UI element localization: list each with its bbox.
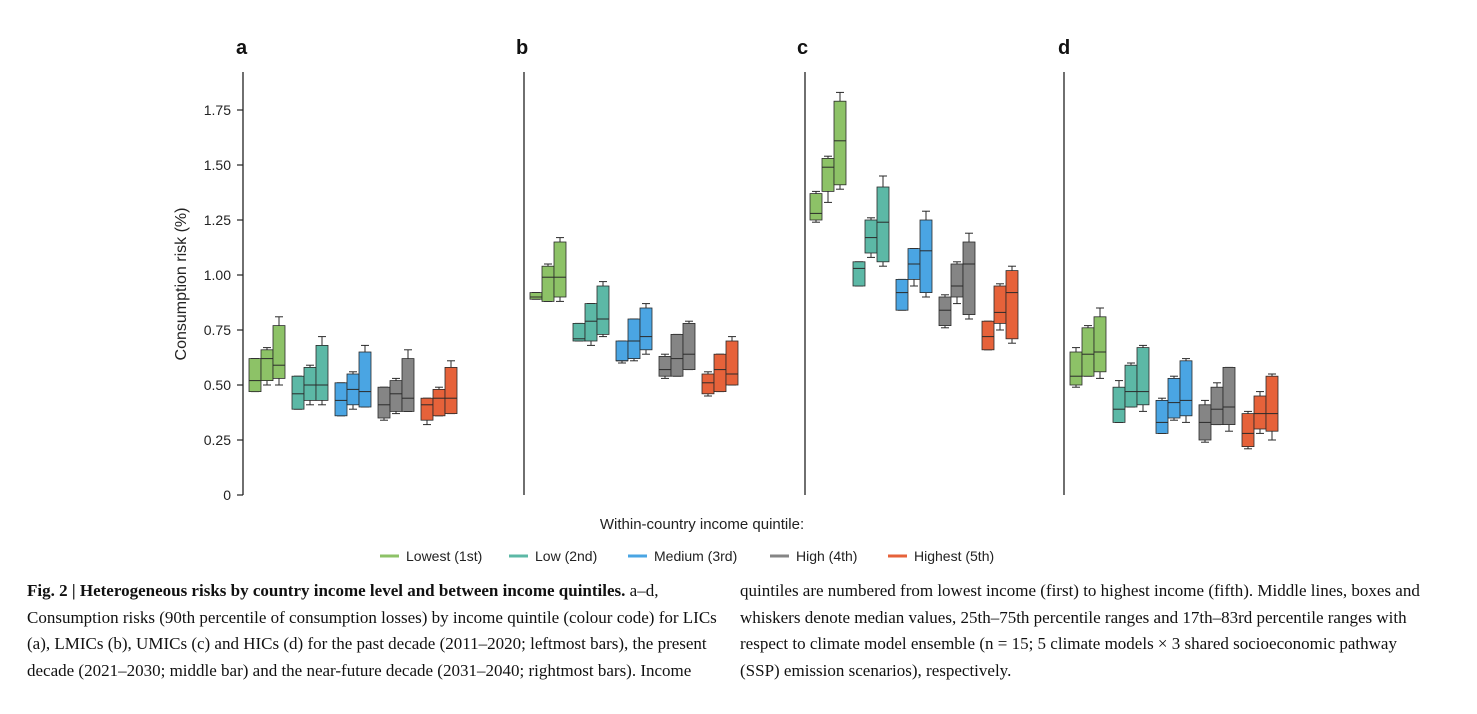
box bbox=[1005, 270, 1019, 340]
y-tick-label: 0 bbox=[223, 487, 231, 503]
box bbox=[444, 366, 458, 414]
box bbox=[377, 386, 391, 419]
box bbox=[1253, 395, 1267, 430]
box bbox=[1093, 316, 1107, 373]
box bbox=[993, 285, 1007, 324]
box bbox=[1210, 386, 1224, 426]
y-tick-label: 1.75 bbox=[204, 102, 231, 118]
box bbox=[420, 397, 434, 421]
box bbox=[358, 351, 372, 408]
box bbox=[1069, 351, 1083, 386]
box bbox=[809, 193, 823, 221]
box bbox=[1124, 364, 1138, 408]
box-plot-figure: 0 0.25 0.50 0.75 1.00 1.25 1.50 1.75 Consumption… bbox=[173, 37, 1279, 564]
box bbox=[596, 285, 610, 335]
box bbox=[1167, 377, 1181, 419]
box bbox=[389, 380, 403, 412]
figure-caption-body: a–d, Consumption risks (90th percentile … bbox=[27, 581, 717, 680]
box bbox=[864, 219, 878, 254]
box bbox=[315, 344, 329, 401]
box bbox=[981, 320, 995, 351]
legend-label: Lowest (1st) bbox=[406, 548, 482, 564]
figure-caption-right: quintiles are numbered from lowest incom… bbox=[740, 581, 1420, 680]
box bbox=[1222, 366, 1236, 425]
y-tick-label: 0.75 bbox=[204, 322, 231, 338]
box bbox=[919, 219, 933, 293]
box bbox=[615, 340, 629, 362]
box bbox=[701, 373, 715, 395]
panel-label-c: c bbox=[797, 37, 808, 59]
box bbox=[1179, 360, 1193, 417]
box bbox=[962, 241, 976, 315]
box bbox=[658, 355, 672, 377]
box bbox=[553, 241, 567, 298]
y-axis-label: Consumption risk (%) bbox=[173, 208, 190, 361]
box bbox=[291, 375, 305, 410]
box bbox=[1265, 375, 1279, 432]
box bbox=[895, 278, 909, 311]
box bbox=[852, 261, 866, 287]
box bbox=[272, 325, 286, 379]
x-axis-title: Within-country income quintile: bbox=[600, 516, 804, 533]
box bbox=[725, 340, 739, 386]
legend-label: High (4th) bbox=[796, 548, 857, 564]
box bbox=[950, 263, 964, 298]
box bbox=[260, 349, 274, 381]
box bbox=[639, 307, 653, 351]
box bbox=[303, 366, 317, 401]
legend-label: Medium (3rd) bbox=[654, 548, 737, 564]
box bbox=[821, 157, 835, 192]
panel-label-d: d bbox=[1058, 37, 1070, 59]
box bbox=[1136, 347, 1150, 406]
box bbox=[1112, 386, 1126, 423]
box bbox=[1241, 413, 1255, 448]
panel-label-b: b bbox=[516, 37, 528, 59]
box bbox=[334, 382, 348, 417]
legend-label: Low (2nd) bbox=[535, 548, 597, 564]
y-tick-label: 0.25 bbox=[204, 432, 231, 448]
box bbox=[1081, 327, 1095, 377]
box bbox=[401, 358, 415, 412]
y-tick-label: 1.00 bbox=[204, 267, 231, 283]
box bbox=[432, 388, 446, 417]
y-tick-label: 1.25 bbox=[204, 212, 231, 228]
figure-caption-left: Fig. 2 | Heterogeneous risks by country … bbox=[27, 578, 717, 684]
box bbox=[682, 322, 696, 370]
y-tick-label: 1.50 bbox=[204, 157, 231, 173]
box bbox=[833, 100, 847, 186]
box bbox=[541, 265, 555, 302]
figure-caption-title: Fig. 2 | Heterogeneous risks by country … bbox=[27, 581, 626, 600]
box bbox=[1155, 399, 1169, 434]
box bbox=[876, 186, 890, 263]
box bbox=[713, 353, 727, 393]
y-tick-label: 0.50 bbox=[204, 377, 231, 393]
box bbox=[529, 292, 543, 300]
legend-label: Highest (5th) bbox=[914, 548, 994, 564]
box bbox=[938, 296, 952, 327]
box bbox=[627, 318, 641, 359]
box bbox=[670, 333, 684, 377]
panel-label-a: a bbox=[236, 37, 248, 59]
box bbox=[584, 303, 598, 342]
box bbox=[248, 358, 262, 393]
